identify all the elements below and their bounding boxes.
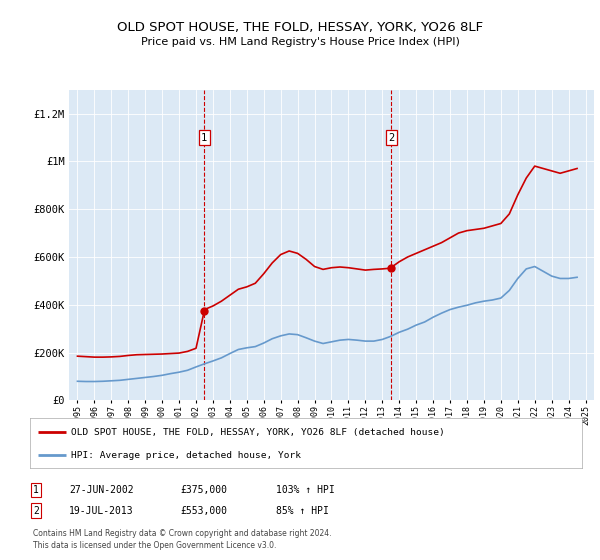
Text: OLD SPOT HOUSE, THE FOLD, HESSAY, YORK, YO26 8LF: OLD SPOT HOUSE, THE FOLD, HESSAY, YORK, …: [117, 21, 483, 34]
Text: Price paid vs. HM Land Registry's House Price Index (HPI): Price paid vs. HM Land Registry's House …: [140, 37, 460, 47]
Text: 2: 2: [388, 133, 395, 143]
Text: 103% ↑ HPI: 103% ↑ HPI: [276, 485, 335, 495]
Text: 85% ↑ HPI: 85% ↑ HPI: [276, 506, 329, 516]
Text: Contains HM Land Registry data © Crown copyright and database right 2024.
This d: Contains HM Land Registry data © Crown c…: [33, 529, 331, 550]
Text: £553,000: £553,000: [180, 506, 227, 516]
Text: 1: 1: [33, 485, 39, 495]
Text: 1: 1: [201, 133, 208, 143]
Text: 2: 2: [33, 506, 39, 516]
Text: £375,000: £375,000: [180, 485, 227, 495]
Text: HPI: Average price, detached house, York: HPI: Average price, detached house, York: [71, 451, 301, 460]
Text: 27-JUN-2002: 27-JUN-2002: [69, 485, 134, 495]
Text: 19-JUL-2013: 19-JUL-2013: [69, 506, 134, 516]
Text: OLD SPOT HOUSE, THE FOLD, HESSAY, YORK, YO26 8LF (detached house): OLD SPOT HOUSE, THE FOLD, HESSAY, YORK, …: [71, 428, 445, 437]
